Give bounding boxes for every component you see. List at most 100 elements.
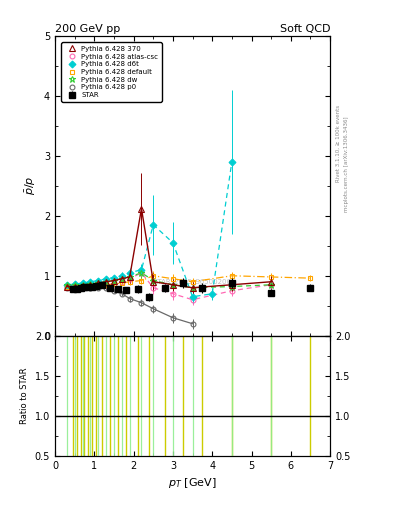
Pythia 6.428 default: [72, 284, 77, 290]
Pythia 6.428 p0: [112, 288, 116, 294]
Line: Pythia 6.428 dw: Pythia 6.428 dw: [63, 269, 275, 291]
Pythia 6.428 dw: [269, 282, 274, 288]
Pythia 6.428 default: [88, 283, 93, 289]
Pythia 6.428 d6t: [210, 291, 215, 297]
Pythia 6.428 atlas-csc: [139, 270, 144, 276]
Pythia 6.428 370: [139, 205, 144, 211]
Line: Pythia 6.428 atlas-csc: Pythia 6.428 atlas-csc: [64, 270, 274, 302]
Pythia 6.428 d6t: [80, 280, 85, 286]
Text: STAR_2005_S6500200: STAR_2005_S6500200: [154, 279, 231, 285]
Pythia 6.428 dw: [112, 278, 116, 284]
Pythia 6.428 370: [64, 284, 69, 290]
Pythia 6.428 atlas-csc: [190, 296, 195, 303]
Line: Pythia 6.428 370: Pythia 6.428 370: [64, 206, 274, 290]
Pythia 6.428 default: [104, 282, 108, 288]
Pythia 6.428 d6t: [96, 278, 101, 284]
Pythia 6.428 atlas-csc: [119, 279, 124, 285]
Pythia 6.428 dw: [72, 282, 77, 288]
Pythia 6.428 dw: [127, 274, 132, 280]
Legend: Pythia 6.428 370, Pythia 6.428 atlas-csc, Pythia 6.428 d6t, Pythia 6.428 default: Pythia 6.428 370, Pythia 6.428 atlas-csc…: [61, 42, 162, 102]
Pythia 6.428 p0: [171, 315, 175, 321]
Line: Pythia 6.428 d6t: Pythia 6.428 d6t: [64, 159, 234, 299]
Pythia 6.428 370: [80, 283, 85, 289]
Pythia 6.428 atlas-csc: [72, 284, 77, 290]
Pythia 6.428 p0: [139, 300, 144, 306]
Pythia 6.428 atlas-csc: [88, 284, 93, 290]
Pythia 6.428 p0: [96, 285, 101, 291]
Pythia 6.428 atlas-csc: [112, 281, 116, 287]
Pythia 6.428 p0: [119, 291, 124, 297]
Pythia 6.428 default: [139, 278, 144, 284]
Pythia 6.428 dw: [80, 282, 85, 288]
Y-axis label: $\bar{p}/p$: $\bar{p}/p$: [24, 176, 39, 196]
Pythia 6.428 default: [64, 284, 69, 290]
Line: Pythia 6.428 p0: Pythia 6.428 p0: [64, 285, 195, 326]
Pythia 6.428 d6t: [190, 294, 195, 300]
Pythia 6.428 dw: [171, 282, 175, 288]
Pythia 6.428 atlas-csc: [104, 282, 108, 288]
Pythia 6.428 atlas-csc: [269, 282, 274, 288]
Pythia 6.428 370: [190, 285, 195, 291]
Pythia 6.428 default: [127, 279, 132, 285]
Pythia 6.428 dw: [230, 284, 234, 290]
Pythia 6.428 d6t: [112, 274, 116, 281]
Pythia 6.428 atlas-csc: [230, 288, 234, 294]
Pythia 6.428 370: [269, 279, 274, 285]
Pythia 6.428 p0: [80, 285, 85, 291]
Line: Pythia 6.428 default: Pythia 6.428 default: [64, 273, 313, 289]
Pythia 6.428 default: [171, 275, 175, 282]
Pythia 6.428 default: [119, 280, 124, 286]
Pythia 6.428 dw: [119, 275, 124, 282]
Text: Rivet 3.1.10, ≥ 100k events: Rivet 3.1.10, ≥ 100k events: [336, 105, 341, 182]
Pythia 6.428 default: [269, 274, 274, 280]
Pythia 6.428 dw: [88, 281, 93, 287]
X-axis label: $p_T$ [GeV]: $p_T$ [GeV]: [168, 476, 217, 490]
Text: Soft QCD: Soft QCD: [280, 24, 330, 34]
Pythia 6.428 default: [190, 279, 195, 285]
Pythia 6.428 370: [127, 274, 132, 280]
Pythia 6.428 dw: [139, 270, 144, 276]
Pythia 6.428 atlas-csc: [127, 275, 132, 282]
Pythia 6.428 p0: [88, 285, 93, 291]
Pythia 6.428 d6t: [88, 279, 93, 285]
Pythia 6.428 atlas-csc: [96, 283, 101, 289]
Pythia 6.428 370: [96, 280, 101, 286]
Pythia 6.428 d6t: [230, 159, 234, 165]
Pythia 6.428 default: [80, 284, 85, 290]
Pythia 6.428 dw: [96, 280, 101, 286]
Pythia 6.428 default: [151, 273, 156, 279]
Pythia 6.428 370: [151, 279, 156, 285]
Pythia 6.428 d6t: [127, 270, 132, 276]
Pythia 6.428 d6t: [151, 222, 156, 228]
Pythia 6.428 atlas-csc: [151, 285, 156, 291]
Pythia 6.428 d6t: [64, 282, 69, 288]
Pythia 6.428 370: [230, 282, 234, 288]
Text: mcplots.cern.ch [arXiv:1306.3436]: mcplots.cern.ch [arXiv:1306.3436]: [344, 116, 349, 211]
Pythia 6.428 dw: [190, 285, 195, 291]
Pythia 6.428 370: [88, 282, 93, 288]
Pythia 6.428 370: [104, 279, 108, 285]
Pythia 6.428 p0: [72, 285, 77, 291]
Pythia 6.428 atlas-csc: [64, 284, 69, 290]
Pythia 6.428 d6t: [171, 240, 175, 246]
Pythia 6.428 default: [230, 273, 234, 279]
Pythia 6.428 p0: [64, 285, 69, 291]
Pythia 6.428 d6t: [139, 267, 144, 273]
Pythia 6.428 atlas-csc: [80, 284, 85, 290]
Pythia 6.428 default: [308, 275, 313, 281]
Pythia 6.428 default: [112, 281, 116, 287]
Pythia 6.428 370: [112, 278, 116, 284]
Pythia 6.428 dw: [64, 282, 69, 288]
Pythia 6.428 dw: [104, 279, 108, 285]
Pythia 6.428 370: [72, 284, 77, 290]
Pythia 6.428 p0: [127, 295, 132, 302]
Pythia 6.428 370: [171, 282, 175, 288]
Text: 200 GeV pp: 200 GeV pp: [55, 24, 120, 34]
Pythia 6.428 d6t: [119, 273, 124, 279]
Pythia 6.428 atlas-csc: [171, 291, 175, 297]
Pythia 6.428 d6t: [104, 275, 108, 282]
Y-axis label: Ratio to STAR: Ratio to STAR: [20, 368, 29, 424]
Pythia 6.428 dw: [151, 278, 156, 284]
Pythia 6.428 default: [96, 282, 101, 288]
Pythia 6.428 p0: [151, 306, 156, 312]
